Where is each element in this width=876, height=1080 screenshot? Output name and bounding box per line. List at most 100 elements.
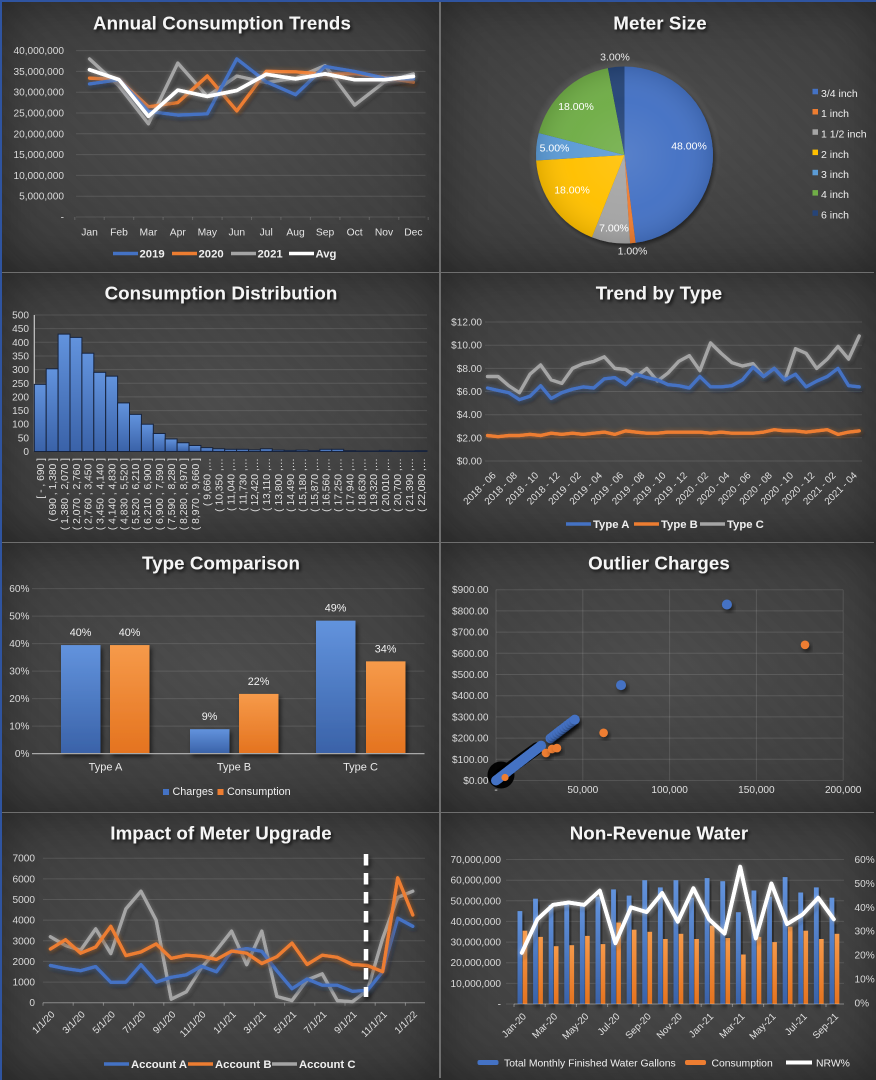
svg-text:30%: 30% bbox=[855, 927, 875, 938]
svg-text:( 22,080 ,…: ( 22,080 ,… bbox=[417, 458, 428, 512]
svg-text:Impact of Meter Upgrade: Impact of Meter Upgrade bbox=[110, 822, 331, 843]
svg-text:Total Monthly Finished Water G: Total Monthly Finished Water Gallons bbox=[504, 1059, 676, 1070]
svg-text:300: 300 bbox=[12, 365, 29, 376]
svg-text:10,000,000: 10,000,000 bbox=[450, 979, 501, 990]
svg-text:Consumption: Consumption bbox=[712, 1059, 773, 1070]
svg-text:$6.00: $6.00 bbox=[457, 387, 483, 398]
svg-text:4000: 4000 bbox=[13, 916, 36, 927]
svg-text:1 1/2 inch: 1 1/2 inch bbox=[821, 129, 867, 141]
svg-text:$700.00: $700.00 bbox=[452, 628, 489, 639]
svg-text:4 inch: 4 inch bbox=[821, 189, 849, 201]
svg-text:7.00%: 7.00% bbox=[599, 223, 629, 235]
svg-text:Aug: Aug bbox=[286, 228, 305, 239]
svg-text:( 12,420 ,…: ( 12,420 ,… bbox=[250, 458, 261, 512]
svg-text:Type A: Type A bbox=[593, 519, 629, 531]
svg-text:60%: 60% bbox=[855, 855, 875, 866]
svg-text:Account B: Account B bbox=[215, 1059, 272, 1071]
svg-text:Type C: Type C bbox=[727, 519, 764, 531]
svg-text:Apr: Apr bbox=[170, 228, 187, 239]
svg-text:2019: 2019 bbox=[140, 249, 165, 261]
svg-text:( 4,140 , 4,830 ]: ( 4,140 , 4,830 ] bbox=[108, 458, 119, 530]
svg-text:1000: 1000 bbox=[13, 978, 36, 989]
svg-text:( 13,110 ,…: ( 13,110 ,… bbox=[262, 458, 273, 511]
svg-text:2020: 2020 bbox=[199, 249, 224, 261]
svg-text:( 2,070 , 2,760 ]: ( 2,070 , 2,760 ] bbox=[72, 458, 83, 530]
svg-text:0: 0 bbox=[29, 998, 35, 1009]
svg-text:( 14,490 ,…: ( 14,490 ,… bbox=[286, 458, 297, 512]
svg-text:-: - bbox=[498, 1000, 501, 1011]
svg-text:( 21,390 ,…: ( 21,390 ,… bbox=[405, 458, 416, 512]
svg-text:3/1/20: 3/1/20 bbox=[61, 1009, 88, 1036]
svg-text:35,000,000: 35,000,000 bbox=[13, 67, 64, 78]
svg-text:$400.00: $400.00 bbox=[452, 691, 489, 702]
svg-text:Type C: Type C bbox=[343, 762, 378, 774]
svg-text:( 8,280 , 8,970 ]: ( 8,280 , 8,970 ] bbox=[179, 458, 190, 530]
svg-text:Trend by Type: Trend by Type bbox=[596, 282, 723, 303]
svg-text:Consumption Distribution: Consumption Distribution bbox=[105, 282, 338, 303]
svg-text:$8.00: $8.00 bbox=[457, 364, 483, 375]
svg-text:( 19,320 ,…: ( 19,320 ,… bbox=[369, 458, 380, 512]
svg-text:$800.00: $800.00 bbox=[452, 606, 489, 617]
svg-text:250: 250 bbox=[12, 379, 29, 390]
svg-text:Jul: Jul bbox=[260, 228, 273, 239]
svg-text:2000: 2000 bbox=[13, 957, 36, 968]
svg-text:40,000,000: 40,000,000 bbox=[450, 917, 501, 928]
svg-text:1 inch: 1 inch bbox=[821, 108, 849, 120]
svg-text:150,000: 150,000 bbox=[738, 785, 775, 796]
svg-text:0: 0 bbox=[23, 447, 29, 458]
svg-text:$200.00: $200.00 bbox=[452, 734, 489, 745]
svg-text:10,000,000: 10,000,000 bbox=[13, 171, 64, 182]
svg-text:15,000,000: 15,000,000 bbox=[13, 150, 64, 161]
svg-text:2 inch: 2 inch bbox=[821, 149, 849, 161]
svg-text:7/1/21: 7/1/21 bbox=[302, 1009, 329, 1036]
svg-text:20%: 20% bbox=[9, 694, 29, 705]
svg-text:Mar: Mar bbox=[140, 228, 158, 239]
svg-text:( 20,010 ,…: ( 20,010 ,… bbox=[381, 458, 392, 512]
svg-text:( 3,450 , 4,140 ]: ( 3,450 , 4,140 ] bbox=[96, 458, 107, 530]
svg-text:450: 450 bbox=[12, 324, 29, 335]
svg-text:Sep: Sep bbox=[316, 228, 335, 239]
svg-text:Jul-20: Jul-20 bbox=[596, 1011, 623, 1038]
svg-text:9%: 9% bbox=[202, 711, 218, 723]
svg-text:( 16,560 ,…: ( 16,560 ,… bbox=[322, 458, 333, 512]
svg-text:18.00%: 18.00% bbox=[558, 101, 594, 113]
svg-text:Type B: Type B bbox=[661, 519, 698, 531]
svg-text:Jun: Jun bbox=[228, 228, 245, 239]
svg-text:Feb: Feb bbox=[110, 228, 128, 239]
svg-text:$500.00: $500.00 bbox=[452, 670, 489, 681]
svg-text:3/1/21: 3/1/21 bbox=[242, 1009, 269, 1036]
svg-text:Dec: Dec bbox=[404, 228, 422, 239]
svg-text:Meter Size: Meter Size bbox=[613, 12, 706, 33]
svg-text:Annual Consumption Trends: Annual Consumption Trends bbox=[93, 12, 351, 33]
svg-text:( 7,590 , 8,280 ]: ( 7,590 , 8,280 ] bbox=[167, 458, 178, 530]
svg-text:400: 400 bbox=[12, 338, 29, 349]
svg-text:20,000,000: 20,000,000 bbox=[13, 129, 64, 140]
svg-text:20,000,000: 20,000,000 bbox=[450, 958, 501, 969]
svg-text:( 5,520 , 6,210 ]: ( 5,520 , 6,210 ] bbox=[131, 458, 142, 530]
svg-text:Sep-20: Sep-20 bbox=[624, 1011, 655, 1042]
svg-text:6000: 6000 bbox=[13, 874, 36, 885]
svg-text:34%: 34% bbox=[375, 643, 397, 655]
svg-text:2021: 2021 bbox=[258, 249, 283, 261]
svg-text:Avg: Avg bbox=[316, 249, 337, 261]
svg-text:Nov: Nov bbox=[375, 228, 394, 239]
svg-text:Non-Revenue Water: Non-Revenue Water bbox=[570, 822, 749, 843]
svg-text:200,000: 200,000 bbox=[825, 785, 862, 796]
svg-text:( 8,970 , 9,660 ]: ( 8,970 , 9,660 ] bbox=[191, 458, 202, 530]
svg-text:5000: 5000 bbox=[13, 895, 36, 906]
svg-text:50,000: 50,000 bbox=[567, 785, 598, 796]
svg-text:$600.00: $600.00 bbox=[452, 649, 489, 660]
svg-text:5,000,000: 5,000,000 bbox=[19, 192, 64, 203]
svg-text:30,000,000: 30,000,000 bbox=[13, 88, 64, 99]
svg-text:( 1,380 , 2,070 ]: ( 1,380 , 2,070 ] bbox=[60, 458, 71, 530]
svg-text:30%: 30% bbox=[9, 667, 29, 678]
svg-text:( 6,900 , 7,590 ]: ( 6,900 , 7,590 ] bbox=[155, 458, 166, 530]
svg-text:Charges: Charges bbox=[173, 786, 214, 798]
svg-text:Type Comparison: Type Comparison bbox=[142, 552, 300, 573]
svg-text:Jan: Jan bbox=[81, 228, 98, 239]
svg-text:Mar-21: Mar-21 bbox=[718, 1011, 748, 1041]
svg-text:48.00%: 48.00% bbox=[671, 141, 707, 153]
svg-text:30,000,000: 30,000,000 bbox=[450, 938, 501, 949]
svg-text:NRW%: NRW% bbox=[816, 1059, 850, 1070]
svg-text:May-20: May-20 bbox=[560, 1011, 591, 1042]
